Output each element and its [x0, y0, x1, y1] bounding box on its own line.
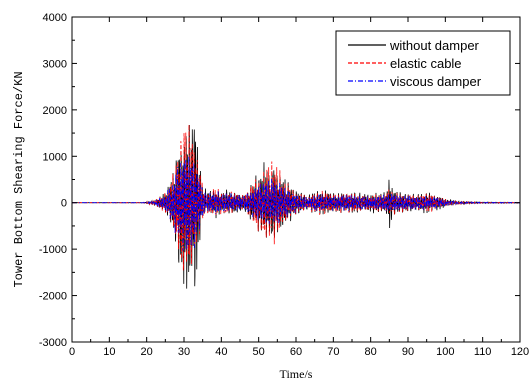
y-tick-label: -1000 [39, 244, 67, 256]
x-tick-label: 60 [290, 346, 302, 358]
x-tick-label: 10 [103, 346, 115, 358]
x-tick-label: 110 [474, 346, 492, 358]
x-axis-label: Time/s [280, 367, 313, 381]
x-tick-label: 100 [436, 346, 454, 358]
legend-item-without-damper: without damper [348, 38, 480, 53]
legend-label-without-damper: without damper [389, 38, 480, 53]
x-tick-label: 120 [511, 346, 529, 358]
x-tick-label: 90 [402, 346, 414, 358]
legend: without damper elastic cable viscous dam… [335, 30, 511, 96]
legend-box [335, 30, 511, 96]
series-line-viscous-damper [72, 156, 521, 251]
x-tick-label: 30 [178, 346, 190, 358]
x-tick-label: 40 [215, 346, 227, 358]
x-tick-label: 50 [253, 346, 265, 358]
y-tick-label: 2000 [43, 105, 67, 117]
y-axis-label: Tower Bottom Shearing Force/KN [12, 71, 26, 287]
y-tick-label: -2000 [39, 291, 67, 303]
y-tick-labels: -3000 -2000 -1000 0 1000 2000 3000 4000 [39, 12, 67, 349]
x-tick-label: 70 [327, 346, 339, 358]
x-tick-labels: 0 10 20 30 40 50 60 70 80 90 100 110 120 [69, 346, 529, 358]
x-tick-label: 0 [69, 346, 75, 358]
x-tick-label: 20 [141, 346, 153, 358]
series-layer [72, 124, 521, 289]
legend-item-elastic-cable: elastic cable [348, 56, 462, 71]
x-tick-label: 80 [365, 346, 377, 358]
ticks-layer [71, 16, 521, 343]
legend-item-viscous-damper: viscous damper [348, 74, 482, 89]
y-tick-label: -3000 [39, 337, 67, 349]
y-tick-label: 1000 [43, 151, 67, 163]
y-tick-label: 4000 [43, 12, 67, 24]
legend-label-viscous-damper: viscous damper [390, 74, 482, 89]
legend-label-elastic-cable: elastic cable [390, 56, 462, 71]
y-tick-label: 0 [61, 198, 67, 210]
y-tick-label: 3000 [43, 58, 67, 70]
